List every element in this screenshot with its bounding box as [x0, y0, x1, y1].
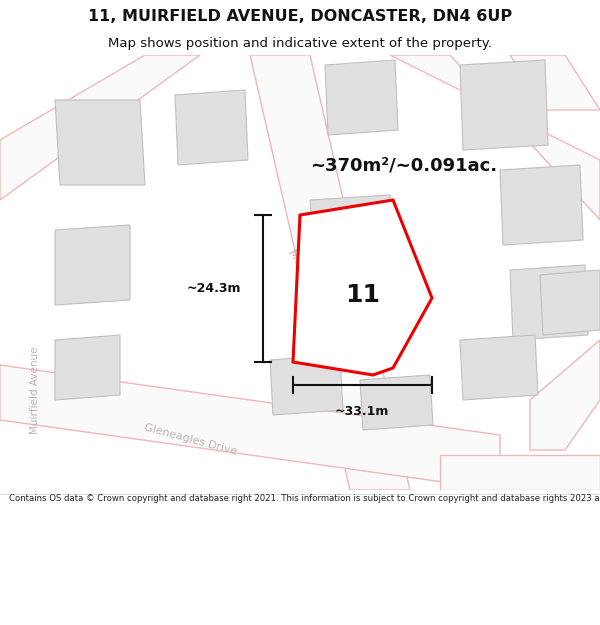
Polygon shape [293, 200, 432, 375]
Polygon shape [270, 355, 343, 415]
Text: 11: 11 [346, 283, 380, 307]
Text: Contains OS data © Crown copyright and database right 2021. This information is : Contains OS data © Crown copyright and d… [9, 494, 600, 503]
Text: Gleneagles Drive: Gleneagles Drive [143, 422, 238, 457]
Polygon shape [310, 195, 395, 255]
Text: Muirfield Avenue: Muirfield Avenue [30, 346, 40, 434]
Polygon shape [530, 340, 600, 450]
Polygon shape [440, 455, 600, 490]
Polygon shape [250, 55, 410, 490]
Polygon shape [390, 55, 600, 220]
Text: Muirfield Avenue: Muirfield Avenue [286, 248, 344, 332]
Polygon shape [510, 55, 600, 110]
Polygon shape [0, 55, 200, 200]
Polygon shape [500, 165, 583, 245]
Polygon shape [0, 365, 500, 490]
Text: 11, MUIRFIELD AVENUE, DONCASTER, DN4 6UP: 11, MUIRFIELD AVENUE, DONCASTER, DN4 6UP [88, 9, 512, 24]
Text: ~370m²/~0.091ac.: ~370m²/~0.091ac. [310, 156, 497, 174]
Polygon shape [325, 60, 398, 135]
Polygon shape [360, 375, 433, 430]
Text: ~33.1m: ~33.1m [335, 405, 389, 418]
Polygon shape [175, 90, 248, 165]
Text: Map shows position and indicative extent of the property.: Map shows position and indicative extent… [108, 38, 492, 51]
Polygon shape [540, 270, 600, 335]
Polygon shape [55, 335, 120, 400]
Polygon shape [510, 265, 588, 340]
Polygon shape [460, 335, 538, 400]
Polygon shape [55, 100, 145, 185]
Polygon shape [55, 225, 130, 305]
Text: ~24.3m: ~24.3m [187, 281, 241, 294]
Polygon shape [460, 60, 548, 150]
